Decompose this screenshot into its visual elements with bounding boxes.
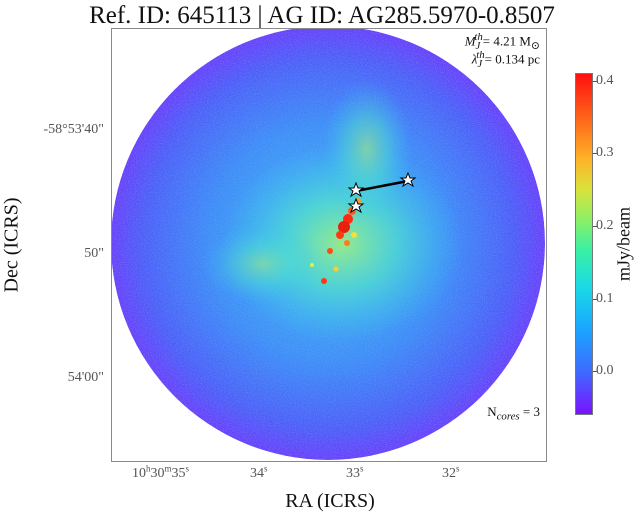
core-marker-star [347, 181, 365, 198]
core-markers [347, 171, 417, 214]
colorbar-tick-mark [593, 226, 597, 227]
colorbar-tick-label: 0.4 [596, 73, 614, 88]
y-axis-label: Dec (ICRS) [0, 197, 23, 293]
x-axis-label: RA (ICRS) [285, 490, 375, 512]
emission-map [112, 29, 545, 460]
jeans-length-annotation: λJth= 0.134 pc [471, 49, 540, 70]
colorbar-label: mJy/beam [613, 207, 634, 281]
x-tick-label: 34s [250, 463, 268, 481]
colorbar-tick-mark [593, 153, 597, 154]
y-tick-label: -58°53'40" [43, 122, 105, 137]
colorbar-tick-mark [593, 299, 597, 300]
jeans-mass-annotation: MJth= 4.21 M⊙ [464, 31, 540, 52]
colorbar-tick-label: 0.1 [596, 291, 614, 306]
colorbar-tick-label: 0.2 [596, 218, 614, 233]
core-count-annotation: Ncores = 3 [487, 404, 540, 423]
core-marker-star [399, 171, 417, 188]
y-tick-label: 54'00" [67, 370, 104, 385]
x-tick-label: 32s [442, 463, 460, 481]
colorbar [575, 73, 593, 415]
y-tick-label: 50" [84, 246, 104, 261]
image-frame: MJth= 4.21 M⊙ λJth= 0.134 pc Ncores = 3 [111, 28, 547, 462]
x-tick-label: 33s [346, 463, 364, 481]
core-marker-star [347, 197, 365, 214]
colorbar-tick-mark [593, 81, 597, 82]
colorbar-tick-mark [593, 371, 597, 372]
mst-connection [355, 179, 409, 193]
colorbar-tick-label: 0.0 [596, 363, 614, 378]
figure-title: Ref. ID: 645113 | AG ID: AG285.5970-0.85… [89, 2, 555, 29]
colorbar-tick-label: 0.3 [596, 145, 614, 160]
x-tick-label: 10h30m35s [132, 463, 190, 481]
